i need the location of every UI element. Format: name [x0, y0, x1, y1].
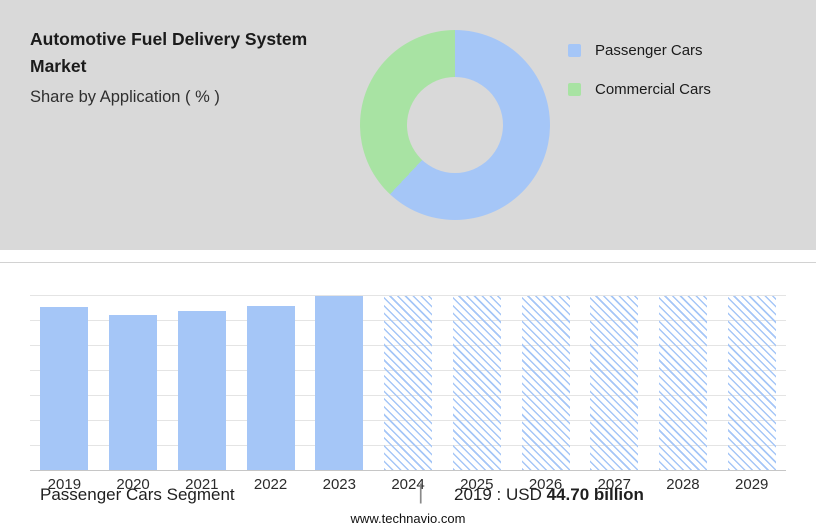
caption-row: Passenger Cars Segment | 2019 : USD 44.7… [40, 481, 776, 509]
legend-item-passenger-cars: Passenger Cars [568, 42, 711, 59]
forecast-bar-2027 [590, 296, 639, 470]
donut-chart [360, 30, 550, 220]
donut-hole [407, 77, 503, 173]
bar-2021 [177, 311, 226, 470]
legend-label-commercial-cars: Commercial Cars [595, 81, 711, 98]
x-axis-label-2022: 2022 [253, 476, 288, 493]
caption-value: 2019 : USD 44.70 billion [454, 485, 644, 505]
x-axis-label-2024: 2024 [391, 476, 425, 493]
segment-label: Passenger Cars Segment [40, 485, 235, 504]
forecast-bar-2029 [727, 296, 776, 470]
legend-label-passenger-cars: Passenger Cars [595, 42, 703, 59]
top-panel: Automotive Fuel Delivery System Market S… [0, 0, 816, 250]
x-axis-label-2027: 2027 [597, 476, 631, 493]
x-axis-label-2028: 2028 [666, 476, 700, 493]
x-axis-label-2026: 2026 [528, 476, 563, 493]
bars-row [30, 295, 786, 470]
bar-column-2027 [580, 295, 649, 470]
website-footer: www.technavio.com [350, 511, 466, 526]
x-axis-label-2029: 2029 [735, 476, 769, 493]
bar-column-2025 [442, 295, 511, 470]
bar-2020 [109, 315, 158, 470]
page-subtitle: Share by Application ( % ) [30, 88, 220, 107]
bar-2023 [315, 296, 364, 470]
legend-swatch-commercial-cars [568, 83, 581, 96]
legend: Passenger Cars Commercial Cars [568, 42, 711, 120]
section-divider [0, 262, 816, 263]
bar-chart-plot [30, 295, 786, 471]
bar-column-2029 [717, 295, 786, 470]
x-axis-label-2019: 2019 [47, 476, 82, 493]
x-axis-label-2025: 2025 [460, 476, 494, 493]
header: Automotive Fuel Delivery System Market S… [30, 26, 330, 107]
x-axis-label-2021: 2021 [185, 476, 219, 493]
x-axis-label-2020: 2020 [116, 476, 150, 493]
bar-column-2028 [649, 295, 718, 470]
forecast-bar-2026 [521, 296, 570, 470]
bar-column-2023 [305, 295, 374, 470]
caption-separator: | [418, 481, 424, 504]
page-title: Automotive Fuel Delivery System Market [30, 29, 308, 77]
bar-column-2019 [30, 295, 99, 470]
bar-column-2021 [167, 295, 236, 470]
bar-2019 [40, 307, 89, 470]
forecast-bar-2028 [658, 296, 707, 470]
caption-value-prefix: 2019 : USD [454, 485, 547, 504]
bar-column-2026 [511, 295, 580, 470]
caption-value-bold: 44.70 billion [546, 485, 644, 504]
forecast-bar-2025 [452, 296, 501, 470]
x-axis-label-2023: 2023 [322, 476, 356, 493]
legend-swatch-passenger-cars [568, 44, 581, 57]
bar-2022 [246, 306, 295, 470]
bar-column-2022 [236, 295, 305, 470]
x-axis-labels: 2019 2020 2021 2022 2023 2024 2025 2026 2027 2028… [30, 476, 786, 493]
bar-column-2024 [374, 295, 443, 470]
legend-item-commercial-cars: Commercial Cars [568, 81, 711, 98]
forecast-bar-2024 [384, 296, 433, 470]
bar-column-2020 [99, 295, 168, 470]
